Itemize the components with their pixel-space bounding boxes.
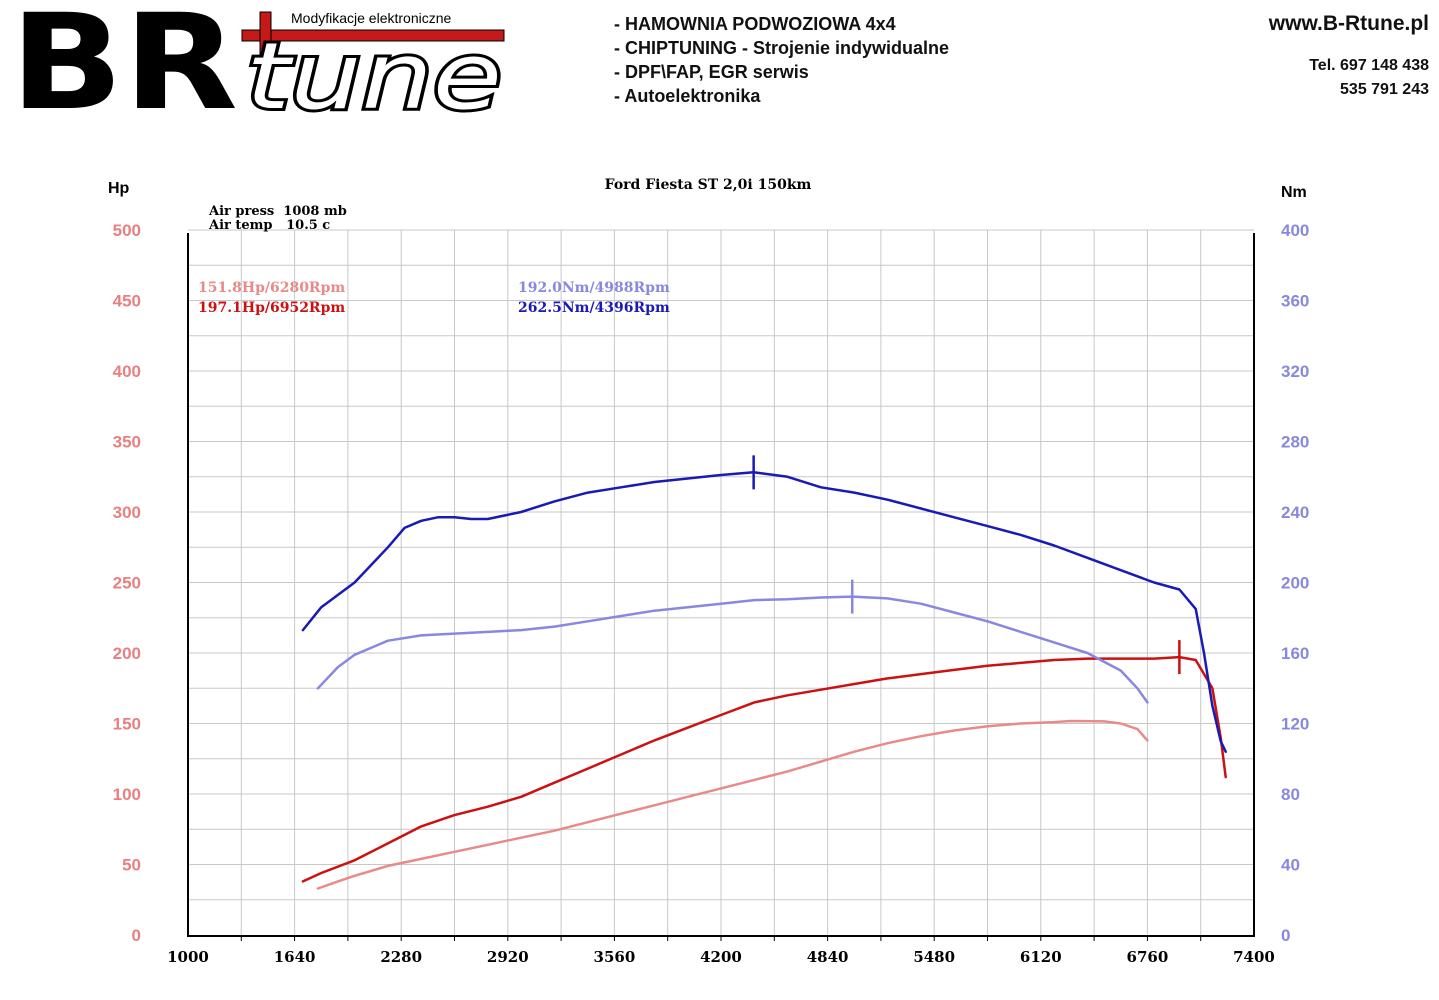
left-tick-label: 350 (113, 433, 141, 452)
right-tick-label: 360 (1281, 292, 1309, 311)
series-line-stock-nm (316, 595, 1149, 704)
right-tick-label: 160 (1281, 644, 1309, 663)
left-tick-label: 450 (113, 292, 141, 311)
peak-label-tuned-hp: 197.1Hp/6952Rpm (198, 300, 345, 316)
peak-label-tuned-nm: 262.5Nm/4396Rpm (518, 300, 670, 316)
right-tick-label: 0 (1281, 926, 1290, 945)
logo-red-stem (259, 11, 272, 68)
air-pressure-label: Air press 1008 mb (208, 204, 347, 219)
service-item: - DPF\FAP, EGR serwis (614, 62, 809, 82)
x-tick-label: 1640 (274, 948, 316, 966)
right-tick-label: 200 (1281, 574, 1309, 593)
x-tick-label: 2920 (487, 948, 529, 966)
brtune-logo: BR tune Modyfikacje elektroniczne (10, 4, 505, 116)
left-tick-label: 0 (132, 926, 141, 945)
service-item: - CHIPTUNING - Strojenie indywidualne (614, 38, 950, 58)
service-item: - HAMOWNIA PODWOZIOWA 4x4 (614, 14, 896, 34)
phone-number[interactable]: 535 791 243 (1340, 81, 1429, 98)
service-item: - Autoelektronika (614, 86, 761, 106)
x-tick-label: 4840 (807, 948, 849, 966)
logo-tagline: Modyfikacje elektroniczne (291, 10, 452, 26)
x-tick-label: 1000 (167, 948, 209, 966)
right-tick-label: 280 (1281, 433, 1309, 452)
phone-number[interactable]: Tel. 697 148 438 (1309, 57, 1429, 74)
left-tick-label: 300 (113, 503, 141, 522)
peak-label-stock-hp: 151.8Hp/6280Rpm (198, 280, 345, 296)
left-tick-label: 250 (113, 574, 141, 593)
logo-br-letters: BR (10, 4, 238, 116)
right-tick-label: 240 (1281, 503, 1309, 522)
logo-tune-word: tune (246, 23, 502, 116)
peak-label-stock-nm: 192.0Nm/4988Rpm (518, 280, 670, 296)
left-tick-label: 500 (113, 221, 141, 240)
chart-title: Ford Fiesta ST 2,0i 150km (605, 177, 812, 193)
x-tick-label: 5480 (913, 948, 955, 966)
x-tick-label: 2280 (380, 948, 422, 966)
website-link[interactable]: www.B-Rtune.pl (1268, 12, 1429, 35)
series-line-tuned-hp (301, 655, 1227, 883)
right-tick-label: 320 (1281, 362, 1309, 381)
x-tick-label: 6760 (1127, 948, 1169, 966)
x-tick-label: 3560 (594, 948, 636, 966)
left-tick-label: 150 (113, 715, 141, 734)
right-tick-label: 40 (1281, 856, 1300, 875)
left-tick-label: 200 (113, 644, 141, 663)
x-tick-label: 6120 (1020, 948, 1062, 966)
left-tick-label: 400 (113, 362, 141, 381)
air-temperature-label: Air temp 10.5 c (208, 218, 330, 233)
series-line-stock-hp (316, 719, 1149, 890)
logo-red-bar (241, 29, 505, 42)
left-tick-label: 50 (122, 856, 141, 875)
series-line-tuned-nm (301, 471, 1227, 753)
right-tick-label: 400 (1281, 221, 1309, 240)
right-tick-label: 120 (1281, 715, 1309, 734)
left-tick-label: 100 (113, 785, 141, 804)
x-tick-label: 7400 (1233, 948, 1275, 966)
x-tick-label: 4200 (700, 948, 742, 966)
right-tick-label: 80 (1281, 785, 1300, 804)
left-axis-title: Hp (108, 180, 130, 197)
right-axis-title: Nm (1281, 184, 1307, 201)
